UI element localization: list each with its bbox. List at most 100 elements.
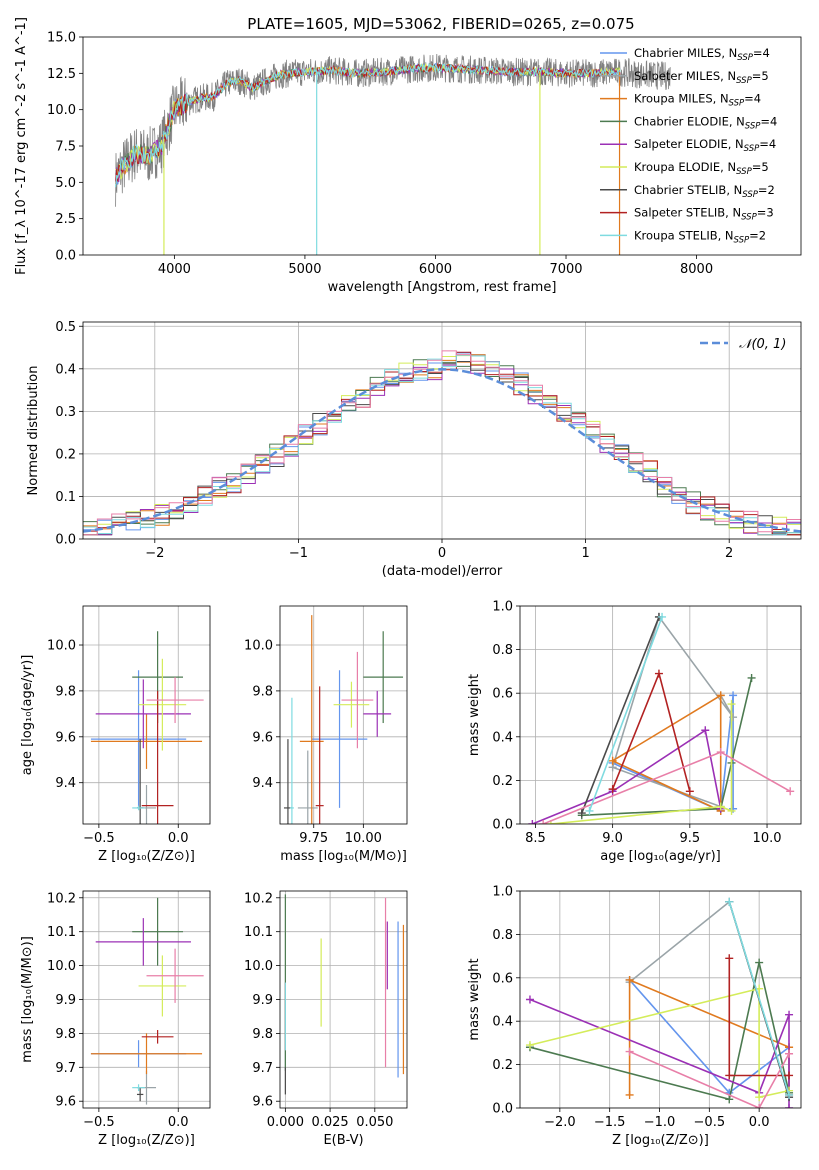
mass-weight-marker <box>608 785 617 794</box>
y-tick-label: 0.2 <box>492 1058 513 1073</box>
x-tick-label: 10.0 <box>753 831 782 846</box>
mass-weight-marker <box>658 612 667 621</box>
mass-weight-marker <box>727 806 736 815</box>
error-bar-point <box>141 1030 174 1044</box>
error-bar-point <box>90 1033 203 1075</box>
legend-subscript: SSP <box>736 76 752 86</box>
figure-title: PLATE=1605, MJD=53062, FIBERID=0265, z=0… <box>247 15 634 33</box>
y-tick-label: 0.0 <box>492 818 513 833</box>
x-axis-label: age [log₁₀(age/yr)] <box>600 849 721 864</box>
error-bar-point <box>136 1087 144 1102</box>
legend-entry: Kroupa STELIB, NSSP=2 <box>634 228 766 245</box>
panel-age_vs_Z: −0.5 0.0 9.4 9.6 9.8 10.0 Z [log₁₀(Z/Z⊙)] age [… <box>20 605 211 864</box>
y-tick-label: 0.4 <box>55 362 76 377</box>
y-tick-label: 9.9 <box>55 993 76 1008</box>
y-tick-label: 9.4 <box>252 776 273 791</box>
error-bar-point <box>90 670 187 808</box>
residual-histogram-salpeter_stelib <box>83 351 801 536</box>
y-tick-label: 9.4 <box>55 776 76 791</box>
y-tick-label: 9.9 <box>252 993 273 1008</box>
legend-text: =2 <box>758 183 775 197</box>
error-bar-point <box>95 918 191 966</box>
x-tick-label: 8000 <box>680 262 713 277</box>
legend-entry: Salpeter ELODIE, NSSP=4 <box>634 137 776 154</box>
legend-text: Salpeter ELODIE, N <box>634 137 744 151</box>
mass-weight-marker <box>755 1104 764 1108</box>
y-tick-label: 0.2 <box>55 447 76 462</box>
y-tick-label: 0.0 <box>55 533 76 548</box>
panel-spectrum: 4000 5000 6000 7000 8000 0.0 2.5 5.0 7.5 10.0 12.5… <box>14 17 802 295</box>
y-tick-label: 10.1 <box>47 925 76 940</box>
y-axis-label: mass [log₁₀(M/M⊙)] <box>20 936 35 1063</box>
plot-area <box>280 606 407 824</box>
plot-area <box>520 891 801 1108</box>
y-tick-label: 10.0 <box>47 959 76 974</box>
mass-weight-marker <box>625 1047 634 1056</box>
axes-frame <box>82 605 211 825</box>
legend-subscript: SSP <box>742 190 758 200</box>
plot-area <box>83 606 210 824</box>
y-axis-label: age [log₁₀(age/yr)] <box>20 655 35 776</box>
y-tick-label: 10.0 <box>47 639 76 654</box>
mass-weight-marker <box>725 897 734 906</box>
legend-subscript: SSP <box>734 235 750 245</box>
mass-weight-marker <box>785 1104 794 1108</box>
mass-weight-marker <box>755 1093 764 1102</box>
legend-text: =5 <box>752 69 769 83</box>
y-tick-label: 7.5 <box>55 140 76 155</box>
y-tick-label: 0.8 <box>492 928 513 943</box>
x-tick-label: −1.0 <box>644 1115 676 1130</box>
legend-entry: Chabrier STELIB, NSSP=2 <box>634 183 775 200</box>
mass-weight-marker <box>525 995 534 1004</box>
x-axis-label: Z [log₁₀(Z/Z⊙)] <box>98 849 195 864</box>
legend-subscript: SSP <box>745 121 761 131</box>
panel-massweight_vs_age: 8.5 9.0 9.5 10.0 0.0 0.2 0.4 0.6 0.8 1.0 age [log₁… <box>467 600 802 864</box>
y-tick-label: 15.0 <box>47 31 76 46</box>
mass-weight-marker <box>654 669 663 678</box>
x-tick-label: 0.0 <box>168 831 189 846</box>
error-bar-point <box>363 690 392 737</box>
axes-frame <box>82 890 211 1109</box>
error-bar-point <box>146 948 204 1003</box>
y-tick-label: 0.0 <box>492 1102 513 1117</box>
mass-weight-marker <box>785 1071 794 1080</box>
mass-weight-marker <box>528 820 537 824</box>
error-bar-point <box>311 670 368 808</box>
x-axis-label: E(B-V) <box>323 1133 363 1148</box>
mass-weight-marker <box>577 809 586 818</box>
mass-weight-marker <box>729 691 738 700</box>
data-spectrum-line <box>115 53 671 207</box>
axes-frame <box>82 36 802 256</box>
mass-weight-marker <box>716 748 725 757</box>
mass-weight-marker <box>716 802 725 811</box>
mass-weight-line <box>581 616 660 814</box>
y-tick-label: 9.8 <box>55 1027 76 1042</box>
legend-entry: Kroupa ELODIE, NSSP=5 <box>634 160 769 177</box>
panel-mass_vs_ebv: 0.000 0.025 0.050 9.6 9.7 9.8 9.9 10.0 10.1 10.2 E… <box>244 890 408 1148</box>
mass-weight-marker <box>755 958 764 967</box>
legend-text: =4 <box>744 92 761 106</box>
error-bar-point <box>289 697 294 824</box>
y-axis-label: mass weight <box>467 958 482 1040</box>
x-tick-label: 0.0 <box>168 1115 189 1130</box>
y-tick-label: 10.2 <box>47 891 76 906</box>
mass-weight-marker <box>747 673 756 682</box>
error-bar-point <box>141 690 174 824</box>
normal-curve <box>83 368 801 533</box>
x-tick-label: −0.5 <box>83 1115 115 1130</box>
legend-entry: Salpeter MILES, NSSP=5 <box>634 69 769 86</box>
mass-weight-marker <box>727 700 736 709</box>
legend-text: =4 <box>760 114 777 128</box>
y-tick-label: 0.8 <box>492 643 513 658</box>
y-tick-label: 0.5 <box>55 320 76 335</box>
x-tick-label: 1 <box>581 546 589 561</box>
error-bar-point <box>90 713 203 769</box>
mass-weight-marker <box>525 1041 534 1050</box>
mass-weight-marker <box>608 756 617 765</box>
mass-weight-marker <box>729 713 738 722</box>
x-axis-label: mass [log₁₀(M/M⊙)] <box>280 849 407 864</box>
mass-weight-marker <box>725 1071 734 1080</box>
legend-subscript: SSP <box>744 144 760 154</box>
legend-text: =2 <box>749 228 766 242</box>
